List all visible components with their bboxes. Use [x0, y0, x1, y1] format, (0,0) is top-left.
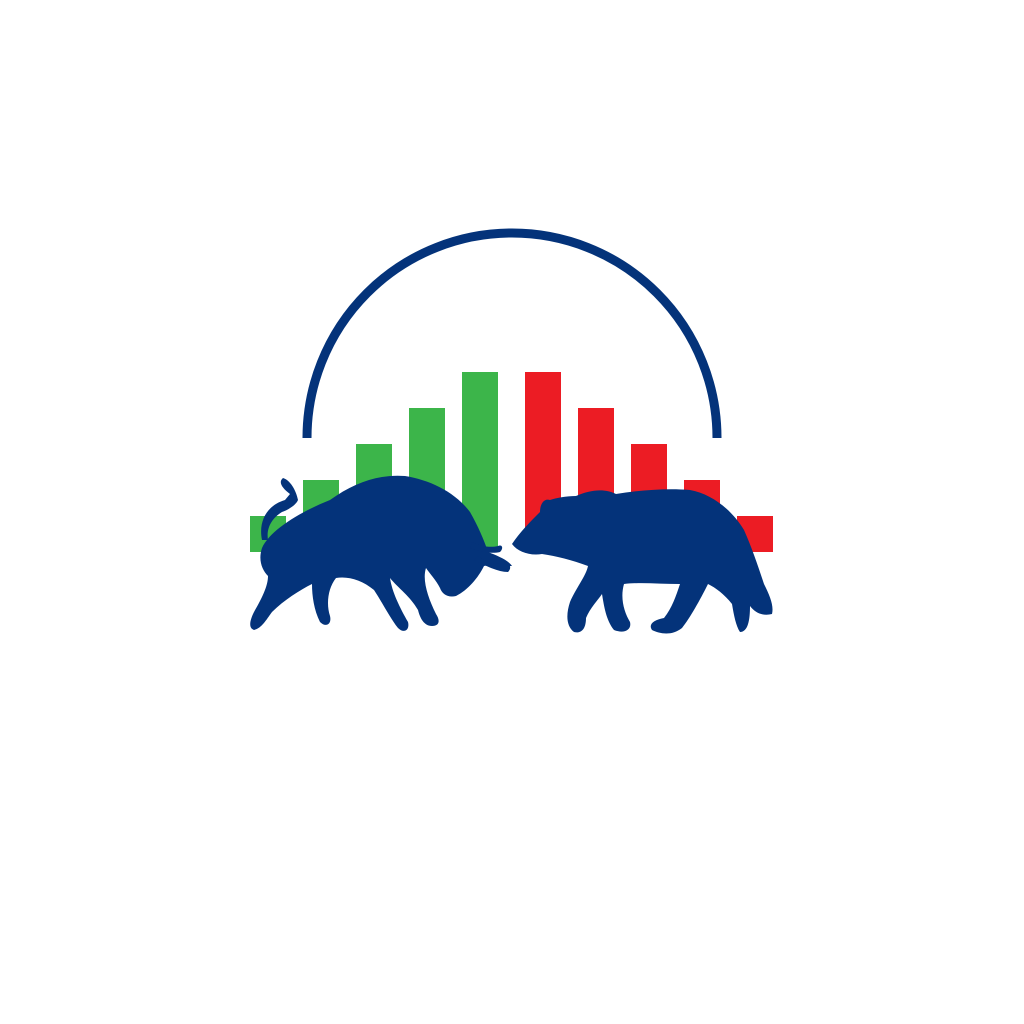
- arc-icon: [302, 228, 722, 439]
- bull-icon: [250, 475, 513, 631]
- faint-wordmark: [180, 660, 844, 708]
- bear-icon: [512, 489, 773, 634]
